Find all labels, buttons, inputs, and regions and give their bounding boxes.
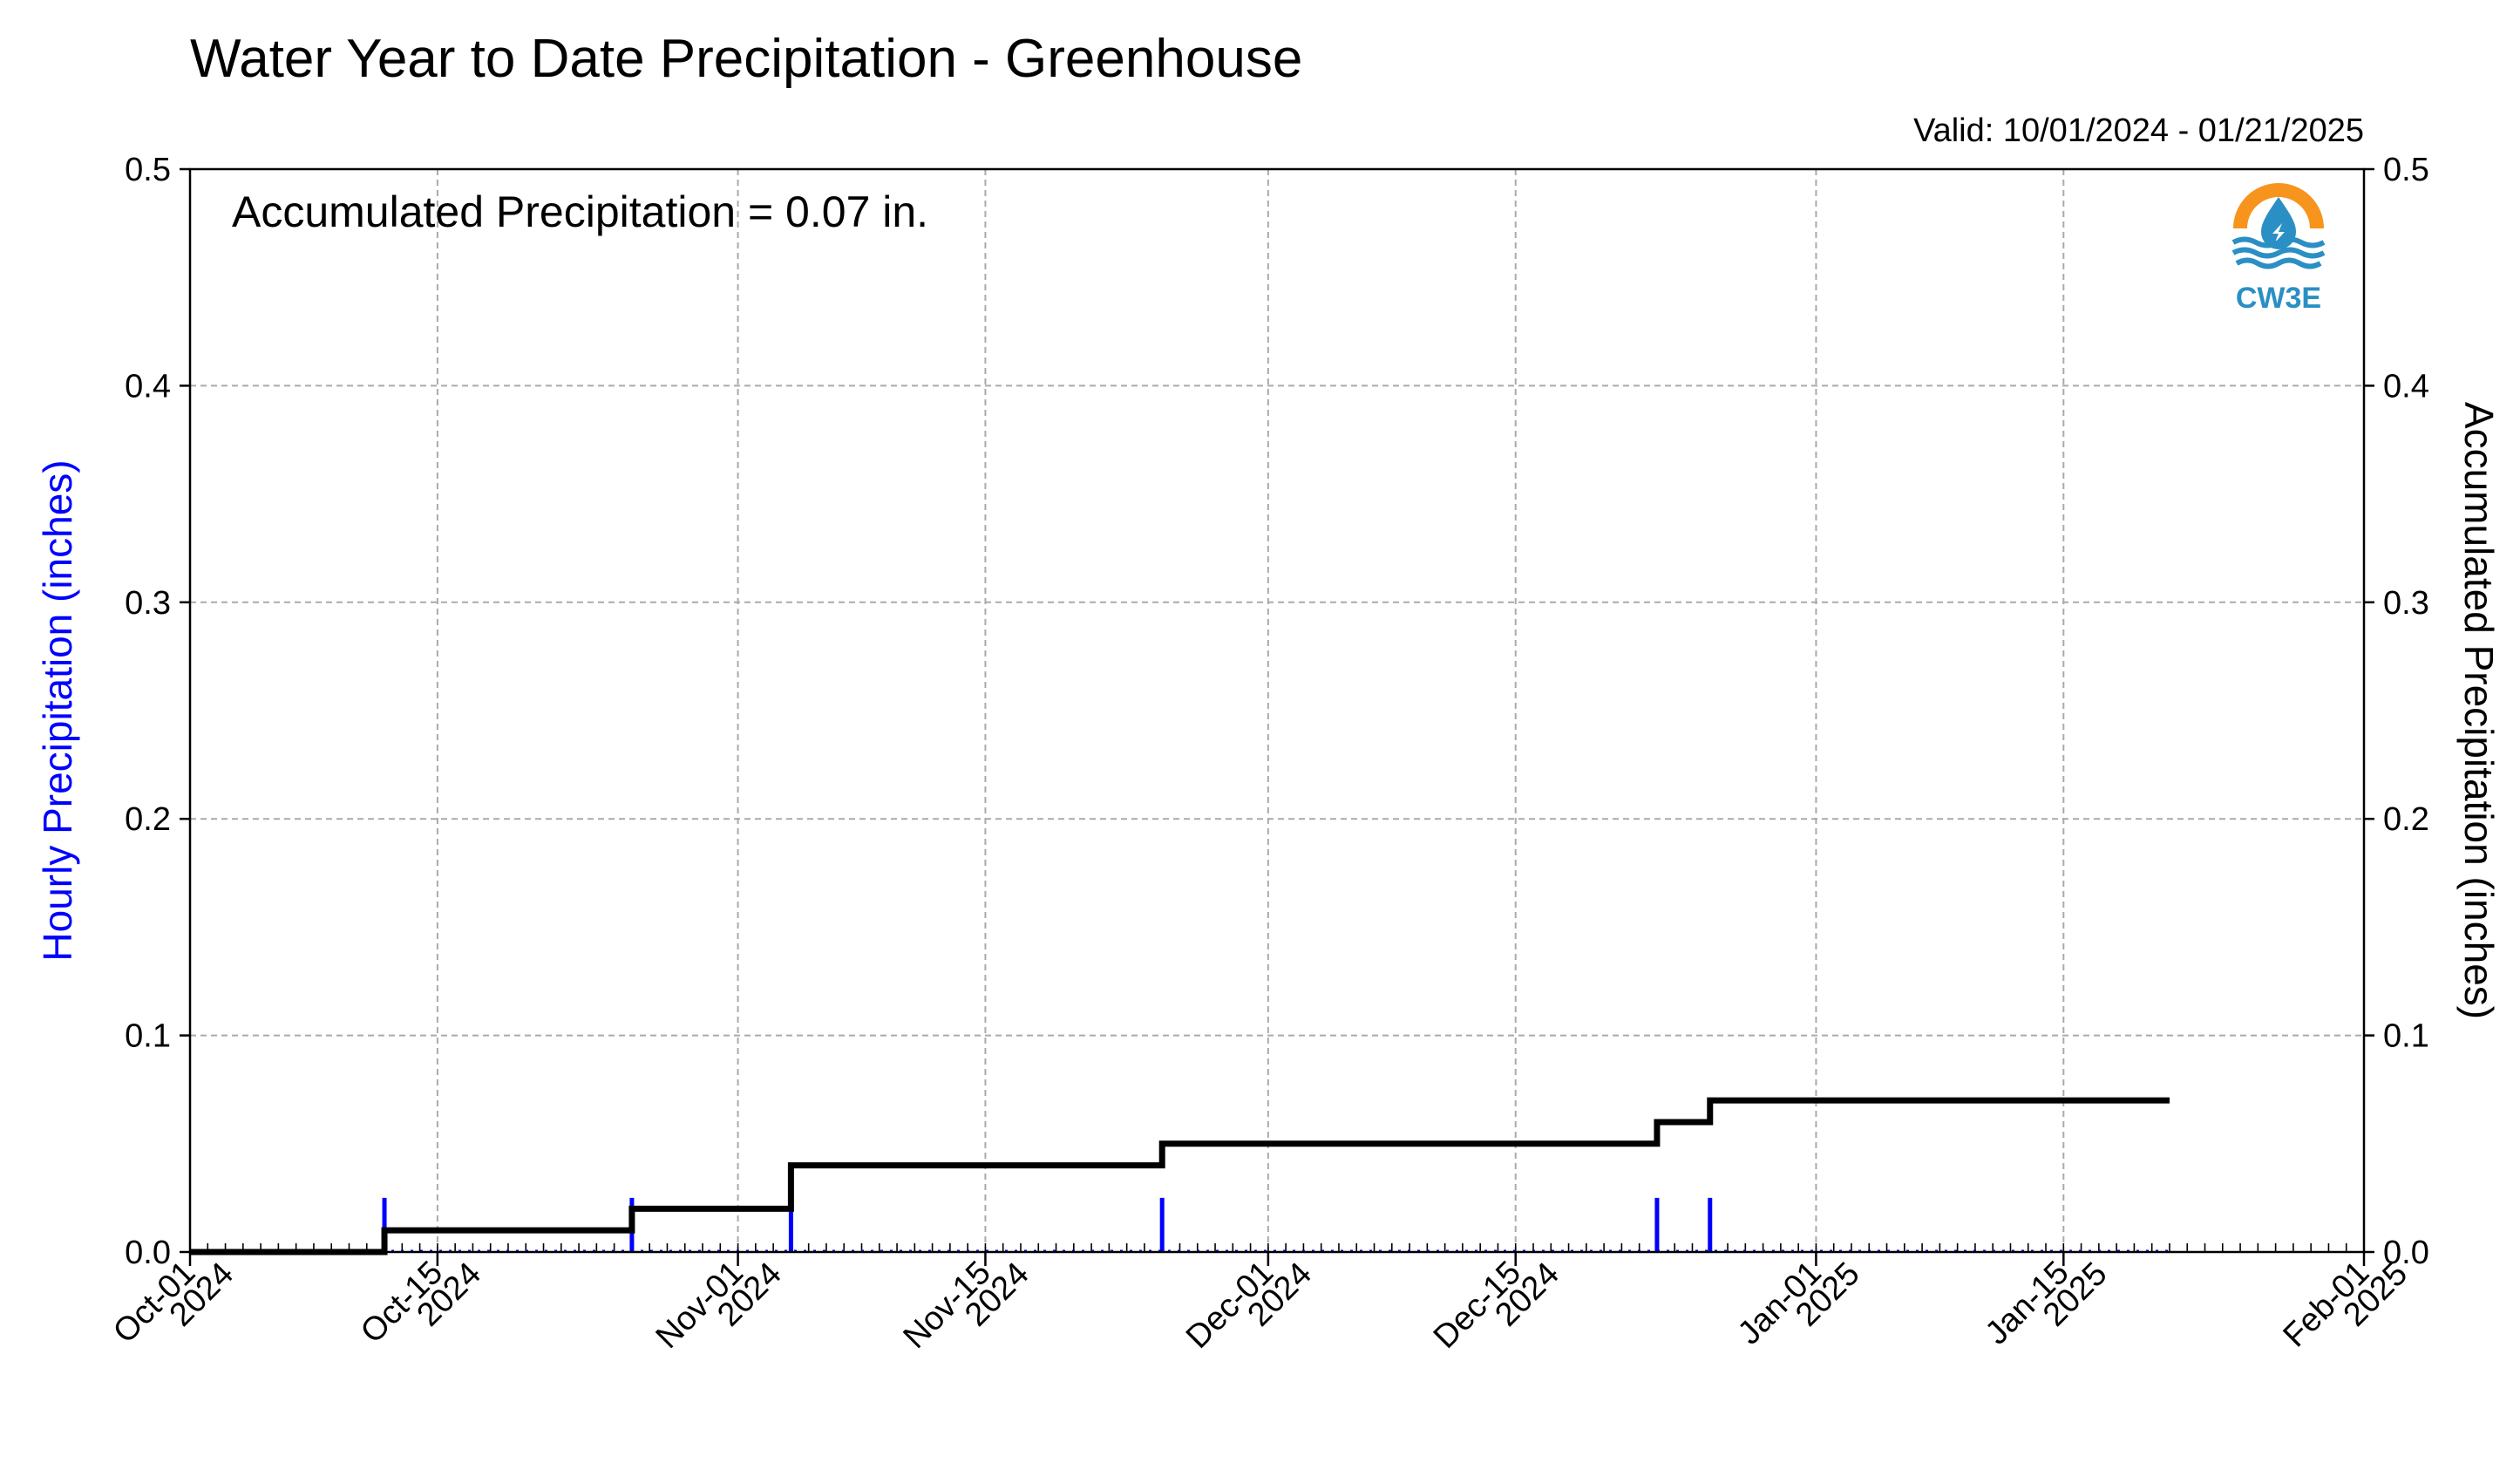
cw3e-logo-text: CW3E [2236, 282, 2321, 315]
y-tick-label-right: 0.4 [2383, 368, 2429, 405]
cw3e-logo-icon [2231, 183, 2326, 277]
valid-date-range: Valid: 10/01/2024 - 01/21/2025 [1913, 112, 2364, 149]
y-tick-label-left: 0.0 [125, 1235, 171, 1271]
y-tick-label-left: 0.2 [125, 801, 171, 838]
left-y-axis-label: Hourly Precipitation (inches) [35, 459, 80, 961]
y-tick-label-left: 0.3 [125, 585, 171, 622]
y-tick-label-left: 0.5 [125, 152, 171, 188]
accumulated-annotation: Accumulated Precipitation = 0.07 in. [232, 187, 928, 236]
cw3e-logo: CW3E [2231, 183, 2326, 315]
y-tick-label-left: 0.1 [125, 1018, 171, 1055]
minor-ticks [189, 1243, 2365, 1252]
chart-title: Water Year to Date Precipitation - Green… [190, 29, 1302, 89]
right-y-axis: 0.0 0.1 0.2 0.3 0.4 0.5 [2364, 152, 2429, 1271]
accumulated-precip-line [190, 1097, 2170, 1255]
plot-frame [188, 167, 2366, 1254]
y-tick-label-right: 0.5 [2383, 152, 2429, 188]
left-y-axis: 0.0 0.1 0.2 0.3 0.4 0.5 [125, 152, 190, 1271]
y-tick-label-right: 0.2 [2383, 801, 2429, 838]
y-tick-label-right: 0.3 [2383, 585, 2429, 622]
right-y-axis-label: Accumulated Precipitation (inches) [2456, 402, 2502, 1019]
y-tick-label-left: 0.4 [125, 368, 171, 405]
y-tick-label-right: 0.0 [2383, 1235, 2429, 1271]
grid-lines [190, 169, 2364, 1252]
accumulated-precip-series [190, 1097, 2170, 1255]
y-tick-label-right: 0.1 [2383, 1018, 2429, 1055]
